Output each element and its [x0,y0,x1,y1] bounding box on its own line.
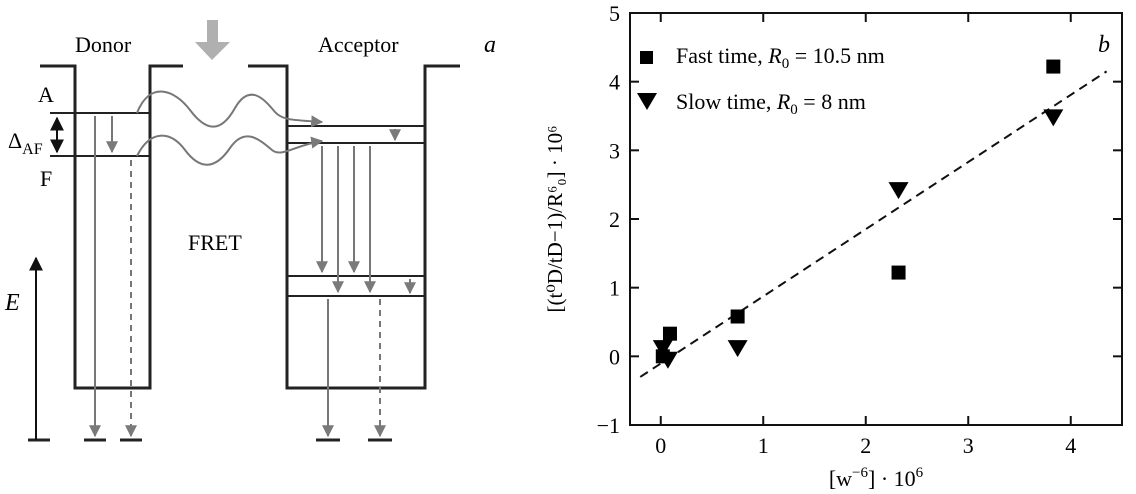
x-tick-label: 1 [758,433,769,458]
y-axis-label: [(t⁰D/tD−1)/R⁶₀] · 10⁶ [543,126,567,313]
y-tick-label: 1 [609,276,620,301]
donor-well [40,64,183,390]
level-a-label: A [38,82,54,107]
fast-time-point [730,309,745,324]
slow-time-point [657,351,678,369]
tick-labels: 0 1 2 3 4 −1 0 1 2 3 4 5 [597,1,1077,458]
fast-time-point [1046,59,1061,74]
fret-wavy-arrow-upper [136,90,324,128]
x-tick-label: 0 [655,433,666,458]
x-tick-label: 2 [860,433,871,458]
y-tick-label: 3 [609,138,620,163]
y-tick-label: 5 [609,1,620,26]
fit-line [639,70,1108,378]
data-points [652,59,1064,369]
acceptor-label: Acceptor [318,32,399,57]
acceptor-well [248,64,460,390]
slow-time-point [888,182,909,200]
fast-time-point [891,265,906,280]
legend-entry-slow: Slow time, R0 = 8 nm [676,89,866,118]
level-f-label: F [40,166,52,191]
y-tick-label: 4 [609,70,620,95]
fret-label: FRET [188,230,242,255]
x-tick-label: 3 [963,433,974,458]
x-axis-label: [w−6] · 106 [829,465,924,491]
gap-label: ΔAF [8,128,43,158]
legend-marker-triangle [637,93,657,110]
axis-ticks [630,12,1122,426]
fret-energy-diagram: Donor Acceptor a A F ΔAF FRET E [4,20,496,442]
slow-time-point [1043,109,1064,127]
plot-frame [629,12,1123,426]
slow-time-point [727,340,748,358]
y-tick-label: 0 [609,344,620,369]
panel-b-letter: b [1098,32,1110,58]
energy-axis-label: E [4,290,20,316]
legend: Fast time, R0 = 10.5 nm Slow time, R0 = … [637,43,885,118]
y-tick-label: 2 [609,207,620,232]
fast-time-point [662,326,677,341]
panel-a-letter: a [484,32,496,58]
incident-light-arrow-icon [195,20,230,60]
scatter-chart: 0 1 2 3 4 −1 0 1 2 3 4 5 Fast time, R0 = 10.5 nm Sl… [543,1,1123,491]
y-tick-label: −1 [597,413,620,438]
fret-wavy-arrow-lower [136,134,324,166]
legend-entry-fast: Fast time, R0 = 10.5 nm [676,43,885,72]
donor-label: Donor [75,32,132,57]
legend-marker-square [640,51,653,64]
slow-time-point [652,340,673,358]
x-tick-label: 4 [1065,433,1076,458]
